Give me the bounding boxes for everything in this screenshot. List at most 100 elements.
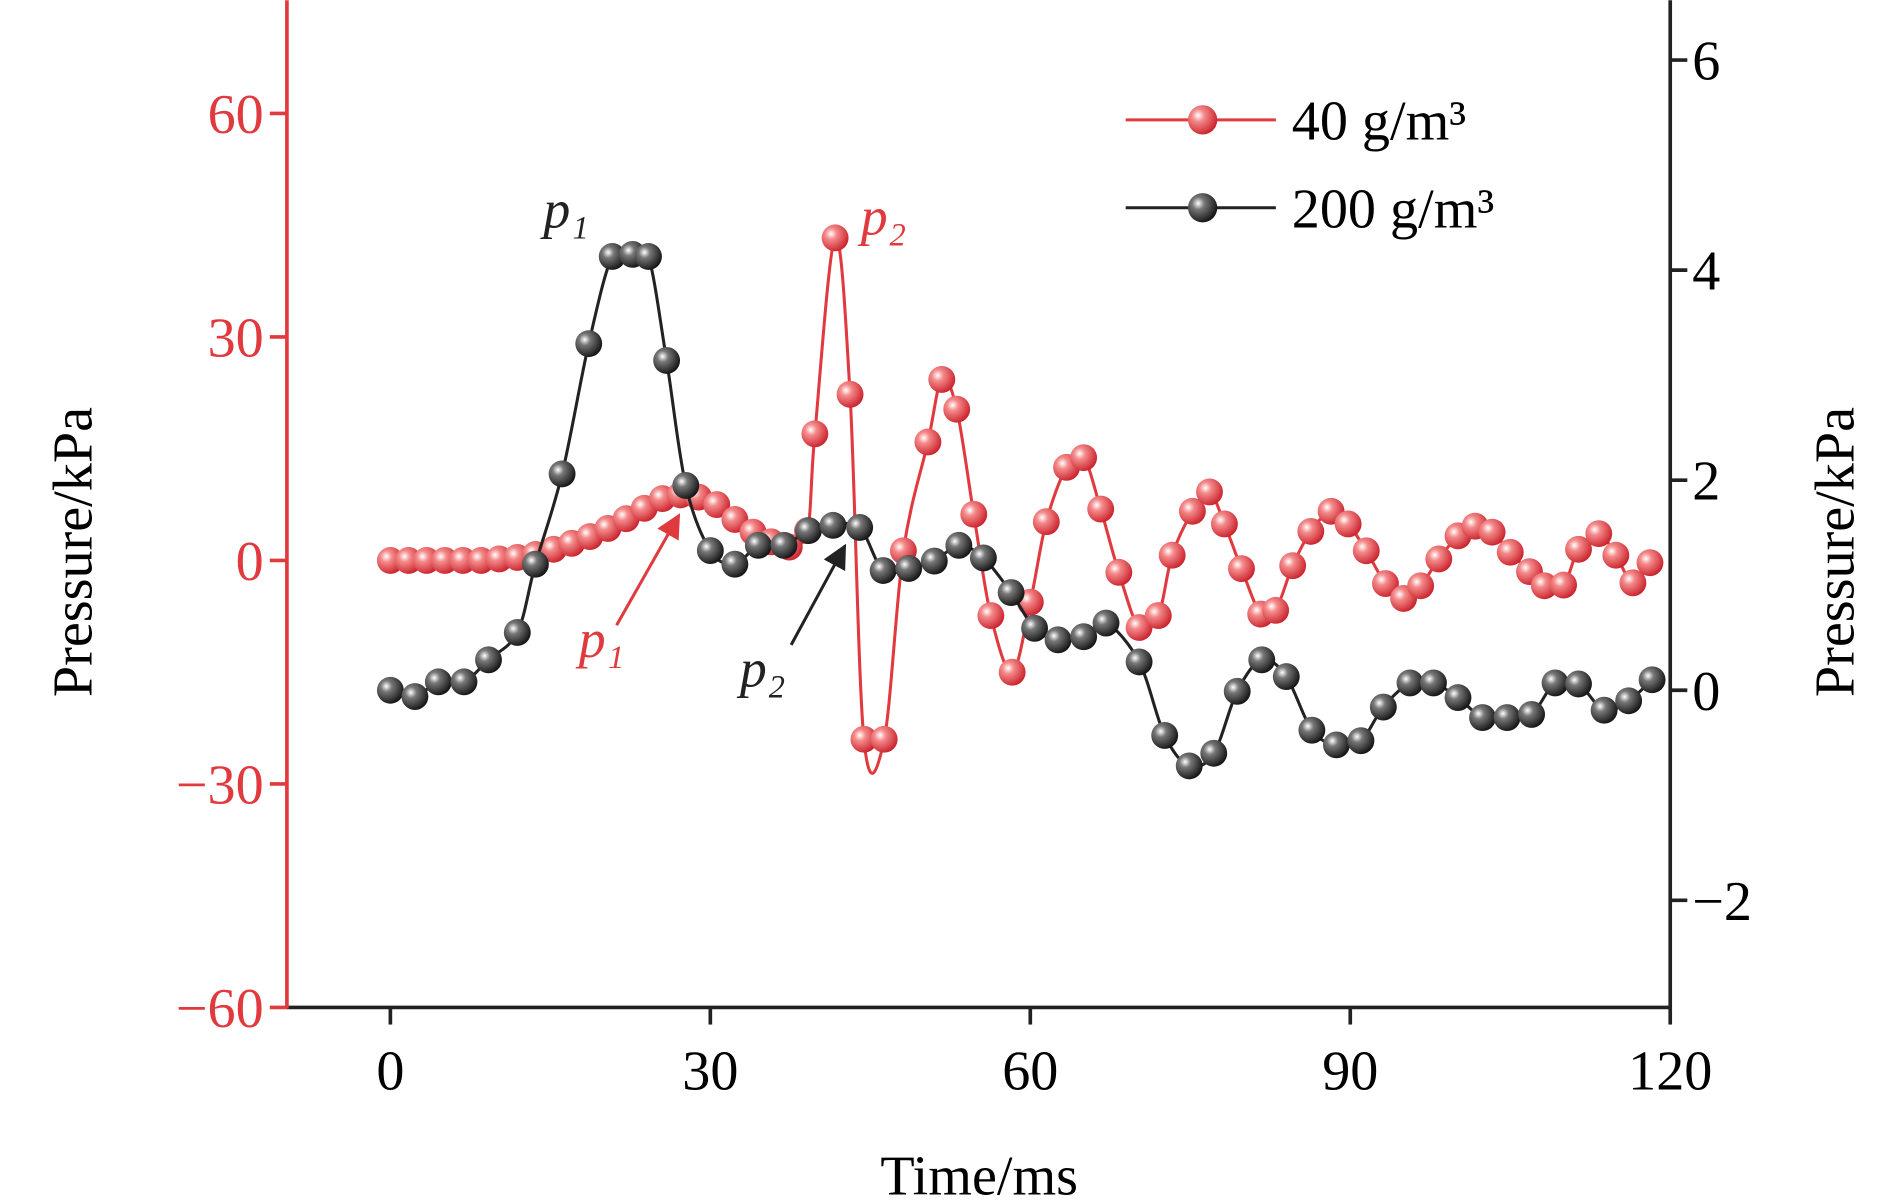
data-point xyxy=(1178,497,1206,525)
data-point xyxy=(1279,552,1307,580)
data-point xyxy=(1021,614,1048,642)
data-point xyxy=(969,544,997,572)
data-point xyxy=(1590,696,1618,724)
data-point xyxy=(1262,596,1290,624)
data-point xyxy=(1407,572,1435,600)
data-point xyxy=(1619,569,1647,597)
data-point xyxy=(1372,570,1399,597)
data-point xyxy=(920,547,948,575)
legend-marker xyxy=(1187,193,1218,223)
y-tick-label: −60 xyxy=(176,978,264,1040)
annotation: p₂ xyxy=(736,638,786,698)
y2-tick-label: 4 xyxy=(1692,241,1720,303)
data-point xyxy=(914,428,942,456)
y2-axis-label: Pressure/kPa xyxy=(1804,407,1866,697)
data-point xyxy=(997,579,1025,607)
data-point xyxy=(1636,549,1664,577)
data-point xyxy=(821,224,849,252)
data-point xyxy=(1352,537,1380,565)
data-point xyxy=(1092,609,1120,637)
data-point xyxy=(1228,555,1255,583)
data-point xyxy=(1420,669,1447,697)
data-point xyxy=(1444,684,1472,712)
x-tick-label: 120 xyxy=(1628,1040,1712,1102)
data-point xyxy=(1158,541,1186,569)
data-point xyxy=(960,500,988,528)
data-point xyxy=(598,243,626,270)
data-point xyxy=(1200,739,1228,767)
data-point xyxy=(635,243,662,270)
y-tick-label: 30 xyxy=(208,307,264,369)
y2-tick-label: 2 xyxy=(1692,451,1720,513)
data-point xyxy=(1518,700,1546,728)
annotation-arrow xyxy=(615,513,681,627)
data-point xyxy=(1087,495,1115,523)
data-point xyxy=(869,557,897,584)
data-point xyxy=(850,725,878,753)
x-tick-label: 60 xyxy=(1002,1040,1058,1102)
data-point xyxy=(795,517,822,545)
legend-label: 200 g/m³ xyxy=(1292,178,1494,240)
data-point xyxy=(672,472,700,499)
data-point xyxy=(703,491,731,519)
data-point xyxy=(1175,752,1203,780)
data-point xyxy=(1248,646,1276,674)
data-point xyxy=(1347,727,1375,755)
x-tick-label: 0 xyxy=(376,1040,404,1102)
data-point xyxy=(1144,602,1172,630)
data-point xyxy=(696,537,724,564)
data-point xyxy=(1196,478,1223,506)
data-point xyxy=(1396,669,1424,697)
data-point xyxy=(521,550,549,578)
data-point xyxy=(1565,670,1592,698)
data-point xyxy=(653,347,681,374)
data-point xyxy=(870,725,898,753)
data-point xyxy=(1478,518,1506,546)
y-tick-label: 0 xyxy=(236,531,264,593)
data-point xyxy=(1585,520,1613,548)
data-point xyxy=(1615,687,1643,715)
data-point xyxy=(1151,721,1179,749)
data-point xyxy=(846,514,874,541)
data-point xyxy=(1565,535,1592,563)
data-point xyxy=(943,395,971,423)
data-point xyxy=(1602,541,1630,569)
data-point xyxy=(1070,623,1098,651)
y-axis-label: Pressure/kPa xyxy=(43,407,105,697)
annotation-arrow xyxy=(789,543,847,646)
data-point xyxy=(928,365,956,393)
data-point xyxy=(977,602,1005,630)
data-point xyxy=(1125,648,1153,676)
y2-tick-label: −2 xyxy=(1692,871,1752,933)
data-point xyxy=(1298,716,1326,744)
data-point xyxy=(1493,704,1521,731)
data-point xyxy=(770,531,798,559)
data-point xyxy=(1322,731,1350,759)
data-point xyxy=(1044,626,1072,654)
data-point xyxy=(1496,538,1524,566)
data-point xyxy=(1032,508,1060,536)
y2-tick-label: 6 xyxy=(1692,31,1720,93)
data-point xyxy=(721,550,749,578)
legend-label: 40 g/m³ xyxy=(1292,90,1466,152)
data-point xyxy=(575,330,603,358)
data-point xyxy=(503,619,531,646)
data-point xyxy=(801,420,829,448)
data-point xyxy=(1210,510,1238,538)
data-point xyxy=(401,683,429,710)
data-point xyxy=(1530,572,1558,600)
x-tick-label: 30 xyxy=(682,1040,738,1102)
data-point xyxy=(1297,517,1325,545)
data-point xyxy=(1541,669,1569,697)
annotation: p₂ xyxy=(857,187,907,247)
x-tick-label: 90 xyxy=(1322,1040,1378,1102)
annotation: p₁ xyxy=(539,179,589,239)
data-point xyxy=(1638,666,1666,694)
data-point xyxy=(744,531,772,559)
y-tick-label: −30 xyxy=(176,754,264,816)
data-point xyxy=(1550,571,1578,599)
data-point xyxy=(376,676,404,704)
data-point xyxy=(895,554,923,582)
y2-tick-label: 0 xyxy=(1692,661,1720,723)
